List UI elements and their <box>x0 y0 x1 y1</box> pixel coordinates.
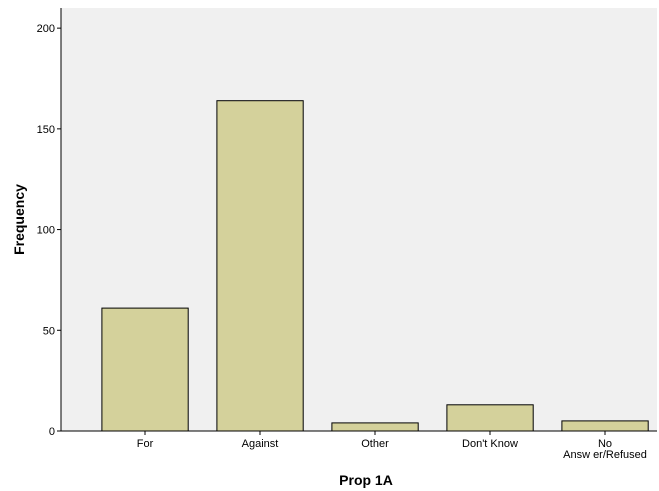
y-tick-label: 50 <box>43 325 55 337</box>
x-tick-label: Other <box>361 438 389 450</box>
x-tick-label: For <box>137 438 154 450</box>
y-tick-label: 150 <box>37 124 55 136</box>
y-tick-label: 200 <box>37 23 55 35</box>
x-tick-label: Don't Know <box>462 438 518 450</box>
y-axis-title: Frequency <box>11 184 27 255</box>
bars-group <box>101 100 649 432</box>
x-tick-label: No <box>598 438 612 450</box>
bar <box>216 100 304 432</box>
bar <box>101 307 189 432</box>
x-tick-label: Answ er/Refused <box>563 449 647 461</box>
bar <box>446 404 534 432</box>
x-axis-title: Prop 1A <box>339 472 393 488</box>
y-tick-label: 0 <box>49 426 55 438</box>
bar <box>331 422 419 432</box>
y-tick-label: 100 <box>37 225 55 237</box>
x-tick-label: Against <box>242 438 279 450</box>
y-ticks-group: 0 50 100 150 200 <box>37 23 61 438</box>
bar <box>561 420 649 432</box>
